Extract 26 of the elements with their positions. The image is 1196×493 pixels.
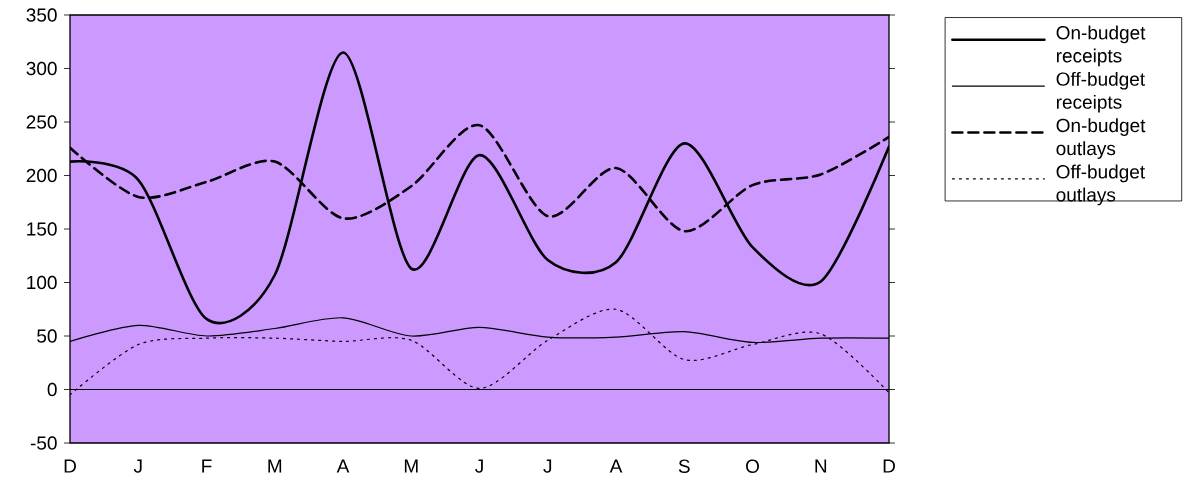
x-tick-label: M bbox=[268, 459, 282, 473]
y-tick-label: 350 bbox=[26, 8, 57, 22]
legend-label: On-budget outlays bbox=[1056, 118, 1146, 159]
x-tick-label: D bbox=[883, 459, 895, 473]
y-tick-label: 150 bbox=[27, 222, 57, 236]
y-tick-label: 100 bbox=[27, 275, 57, 290]
x-tick-label: J bbox=[475, 459, 483, 473]
x-tick-label: N bbox=[815, 459, 827, 473]
y-tick-label: 300 bbox=[26, 61, 57, 76]
x-tick-label: M bbox=[404, 459, 418, 473]
x-tick-label: S bbox=[678, 459, 690, 473]
y-tick-label: 200 bbox=[26, 168, 57, 183]
y-tick-label: 50 bbox=[37, 329, 57, 343]
x-tick-label: A bbox=[609, 459, 623, 473]
y-tick-label: -50 bbox=[30, 436, 57, 450]
y-tick-label: 250 bbox=[26, 115, 57, 129]
legend-label: Off-budget receipts bbox=[1056, 71, 1145, 113]
x-tick-label: A bbox=[336, 459, 350, 473]
x-tick-label: J bbox=[133, 459, 142, 473]
legend-label: Off-budget outlays bbox=[1056, 164, 1145, 206]
x-tick-label: O bbox=[746, 459, 759, 473]
legend-label: On-budget receipts bbox=[1056, 25, 1146, 67]
x-tick-label: F bbox=[202, 459, 212, 473]
x-tick-label: D bbox=[64, 459, 76, 473]
x-tick-label: J bbox=[543, 459, 552, 473]
y-tick-label: 0 bbox=[47, 382, 57, 397]
